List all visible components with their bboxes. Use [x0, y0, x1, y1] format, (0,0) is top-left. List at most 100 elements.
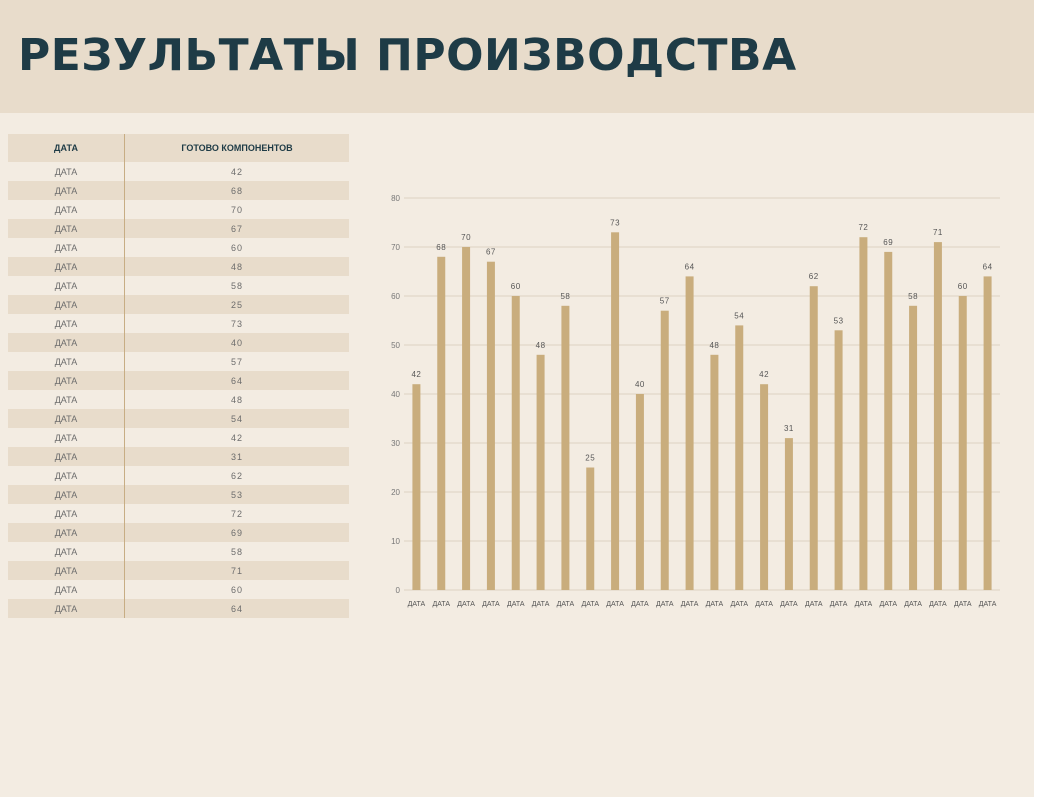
x-tick-label: ДАТА [482, 601, 500, 608]
bar-chart: 0 10 20 30 40 50 60 70 80 42 68 70 67 60 48 58 25 73 40 57… [391, 194, 1000, 608]
date-cell: ДАТА [8, 371, 125, 390]
table-header-row: ДАТА ГОТОВО КОМПОНЕНТОВ [8, 134, 349, 162]
bar-value-label: 70 [461, 233, 471, 242]
components-cell: 69 [230, 527, 243, 538]
table-row: ДАТА 42 [8, 162, 349, 181]
table-row: ДАТА 58 [8, 542, 349, 561]
table-row: ДАТА 25 [8, 295, 349, 314]
bar [809, 286, 818, 590]
x-tick-label: ДАТА [979, 601, 997, 608]
bars [412, 232, 992, 591]
x-tick-label: ДАТА [830, 601, 848, 608]
column-header-date: ДАТА [8, 134, 125, 162]
table-row: ДАТА 70 [8, 200, 349, 219]
components-cell: 58 [230, 280, 243, 291]
date-cell: ДАТА [8, 485, 125, 504]
bar [685, 276, 694, 590]
bar [933, 242, 942, 590]
table-row: ДАТА 60 [8, 580, 349, 599]
bar-value-label: 71 [933, 228, 943, 237]
date-cell: ДАТА [8, 200, 125, 219]
bar [586, 467, 595, 590]
bar-value-label: 57 [660, 297, 670, 306]
date-cell: ДАТА [8, 561, 125, 580]
components-cell: 72 [230, 508, 243, 519]
date-cell: ДАТА [8, 428, 125, 447]
bar [486, 261, 495, 590]
table-row: ДАТА 72 [8, 504, 349, 523]
table-row: ДАТА 48 [8, 390, 349, 409]
date-cell: ДАТА [8, 409, 125, 428]
date-cell: ДАТА [8, 352, 125, 371]
date-cell: ДАТА [8, 580, 125, 599]
components-cell: 73 [230, 318, 243, 329]
table-row: ДАТА 64 [8, 371, 349, 390]
date-cell: ДАТА [8, 162, 125, 181]
bar [884, 251, 893, 590]
y-axis-ticks: 0 10 20 30 40 50 60 70 80 [391, 194, 400, 595]
bar [536, 354, 545, 590]
x-tick-label: ДАТА [532, 601, 550, 608]
x-tick-label: ДАТА [780, 601, 798, 608]
x-tick-label: ДАТА [954, 601, 972, 608]
bar [983, 276, 992, 590]
table-row: ДАТА 53 [8, 485, 349, 504]
y-tick-label: 20 [391, 488, 400, 497]
components-cell: 31 [230, 451, 243, 462]
y-tick-label: 40 [391, 390, 400, 399]
x-tick-label: ДАТА [408, 601, 426, 608]
bar [735, 325, 744, 590]
x-tick-label: ДАТА [706, 601, 724, 608]
table-row: ДАТА 57 [8, 352, 349, 371]
x-tick-label: ДАТА [730, 601, 748, 608]
bar [784, 438, 793, 590]
components-cell: 42 [230, 432, 243, 443]
components-cell: 53 [230, 489, 243, 500]
x-tick-label: ДАТА [879, 601, 897, 608]
date-cell: ДАТА [8, 314, 125, 333]
bar-value-label: 25 [585, 454, 595, 463]
bar-value-label: 54 [734, 311, 744, 320]
date-cell: ДАТА [8, 295, 125, 314]
bar-value-label: 60 [511, 282, 521, 291]
x-tick-label: ДАТА [557, 601, 575, 608]
bar [660, 310, 669, 590]
bar-value-label: 58 [908, 292, 918, 301]
bar-value-label: 68 [436, 243, 446, 252]
table-row: ДАТА 58 [8, 276, 349, 295]
bar-value-label: 64 [685, 262, 695, 271]
bar [635, 394, 644, 590]
bar-value-label: 62 [809, 272, 819, 281]
x-tick-label: ДАТА [507, 601, 525, 608]
bar [958, 296, 967, 590]
components-cell: 71 [230, 565, 243, 576]
components-cell: 70 [230, 204, 243, 215]
table-row: ДАТА 54 [8, 409, 349, 428]
bar [511, 296, 520, 590]
date-cell: ДАТА [8, 276, 125, 295]
table-row: ДАТА 71 [8, 561, 349, 580]
x-tick-label: ДАТА [656, 601, 674, 608]
x-tick-label: ДАТА [929, 601, 947, 608]
components-cell: 58 [230, 546, 243, 557]
components-cell: 48 [230, 394, 243, 405]
bar [834, 330, 843, 590]
bar [437, 256, 446, 590]
x-axis-labels: ДАТА ДАТА ДАТА ДАТА ДАТА ДАТА ДАТА ДАТА ДАТА ДАТА… [408, 601, 997, 608]
bar [760, 384, 769, 590]
table-row: ДАТА 62 [8, 466, 349, 485]
x-tick-label: ДАТА [631, 601, 649, 608]
x-tick-label: ДАТА [805, 601, 823, 608]
bar-value-label: 48 [709, 341, 719, 350]
table-row: ДАТА 48 [8, 257, 349, 276]
y-tick-label: 50 [391, 341, 400, 350]
bar [462, 247, 471, 590]
components-cell: 68 [230, 185, 243, 196]
bar-value-label: 40 [635, 380, 645, 389]
table-row: ДАТА 64 [8, 599, 349, 618]
x-tick-label: ДАТА [432, 601, 450, 608]
x-tick-label: ДАТА [681, 601, 699, 608]
bar-value-label: 67 [486, 248, 496, 257]
bar-value-label: 31 [784, 424, 794, 433]
table-row: ДАТА 42 [8, 428, 349, 447]
